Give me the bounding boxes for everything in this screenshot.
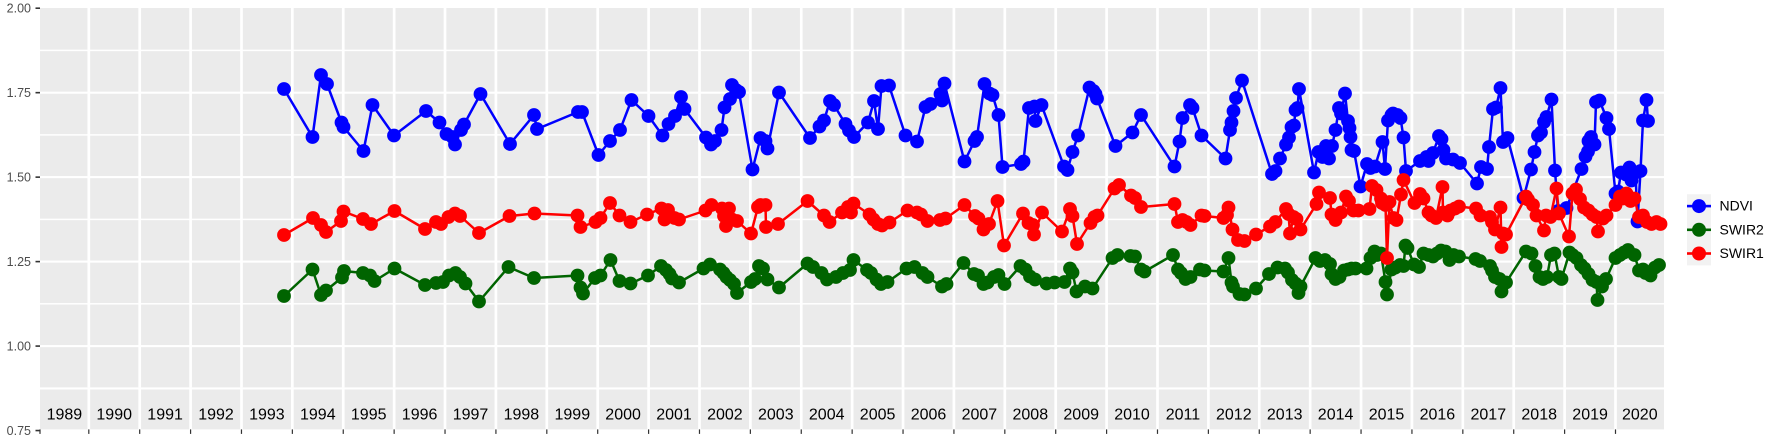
svg-text:SWIR2: SWIR2: [1720, 221, 1765, 237]
svg-text:1.25: 1.25: [7, 255, 31, 269]
svg-text:2008: 2008: [1013, 406, 1049, 423]
svg-text:2014: 2014: [1318, 406, 1354, 423]
svg-text:1997: 1997: [453, 406, 489, 423]
svg-text:2011: 2011: [1166, 406, 1201, 423]
svg-text:1.50: 1.50: [7, 170, 31, 184]
svg-text:1992: 1992: [198, 406, 234, 423]
svg-text:2007: 2007: [962, 406, 998, 423]
svg-text:2000: 2000: [605, 406, 641, 423]
svg-text:2010: 2010: [1114, 406, 1150, 423]
svg-text:2005: 2005: [860, 406, 896, 423]
svg-text:2006: 2006: [911, 406, 947, 423]
svg-text:2013: 2013: [1267, 406, 1303, 423]
svg-text:1995: 1995: [351, 406, 387, 423]
svg-text:1993: 1993: [249, 406, 285, 423]
svg-text:SWIR1: SWIR1: [1720, 245, 1765, 261]
svg-text:1991: 1991: [147, 406, 183, 423]
svg-text:2001: 2001: [656, 406, 692, 423]
svg-text:1999: 1999: [555, 406, 591, 423]
svg-text:2019: 2019: [1572, 406, 1608, 423]
svg-text:1994: 1994: [300, 406, 336, 423]
svg-text:1.00: 1.00: [7, 339, 31, 353]
svg-text:2.00: 2.00: [7, 1, 31, 15]
svg-text:0.75: 0.75: [7, 424, 31, 438]
svg-text:2016: 2016: [1420, 406, 1456, 423]
svg-text:2004: 2004: [809, 406, 845, 423]
svg-text:1996: 1996: [402, 406, 438, 423]
svg-text:2018: 2018: [1521, 406, 1557, 423]
svg-text:2002: 2002: [707, 406, 743, 423]
svg-text:1998: 1998: [504, 406, 540, 423]
svg-text:1.75: 1.75: [7, 86, 31, 100]
svg-text:2009: 2009: [1063, 406, 1099, 423]
svg-text:1989: 1989: [47, 406, 83, 423]
svg-text:2015: 2015: [1369, 406, 1405, 423]
svg-text:2012: 2012: [1216, 406, 1252, 423]
svg-text:2020: 2020: [1622, 406, 1658, 423]
svg-text:2017: 2017: [1471, 406, 1507, 423]
svg-text:NDVI: NDVI: [1720, 198, 1753, 214]
svg-text:2003: 2003: [758, 406, 794, 423]
svg-text:1990: 1990: [96, 406, 132, 423]
